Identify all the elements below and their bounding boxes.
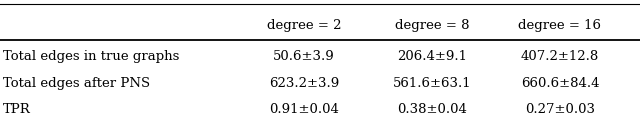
Text: Total edges in true graphs: Total edges in true graphs: [3, 50, 180, 63]
Text: Total edges after PNS: Total edges after PNS: [3, 77, 150, 90]
Text: 623.2±3.9: 623.2±3.9: [269, 77, 339, 90]
Text: degree = 2: degree = 2: [267, 19, 341, 32]
Text: 206.4±9.1: 206.4±9.1: [397, 50, 467, 63]
Text: 660.6±84.4: 660.6±84.4: [521, 77, 599, 90]
Text: 407.2±12.8: 407.2±12.8: [521, 50, 599, 63]
Text: 0.91±0.04: 0.91±0.04: [269, 103, 339, 117]
Text: TPR: TPR: [3, 103, 31, 117]
Text: 0.27±0.03: 0.27±0.03: [525, 103, 595, 117]
Text: degree = 16: degree = 16: [518, 19, 602, 32]
Text: 50.6±3.9: 50.6±3.9: [273, 50, 335, 63]
Text: 0.38±0.04: 0.38±0.04: [397, 103, 467, 117]
Text: 561.6±63.1: 561.6±63.1: [393, 77, 471, 90]
Text: degree = 8: degree = 8: [395, 19, 469, 32]
